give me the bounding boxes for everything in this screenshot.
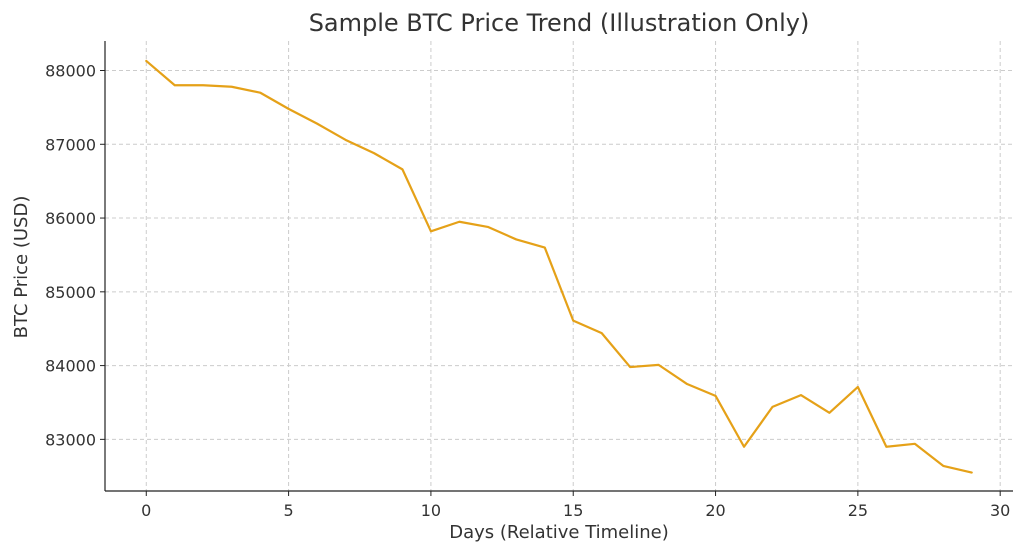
grid — [105, 41, 1013, 491]
series-line — [145, 59, 973, 474]
y-tick-label: 84000 — [45, 357, 96, 376]
x-tick-label: 25 — [848, 501, 868, 520]
x-tick-label: 30 — [990, 501, 1010, 520]
y-tick-label: 85000 — [45, 283, 96, 302]
x-tick-label: 15 — [563, 501, 583, 520]
x-axis-ticks: 0 5 10 15 20 25 30 — [141, 491, 1010, 520]
y-axis-label: BTC Price (USD) — [11, 196, 32, 339]
x-tick-label: 5 — [283, 501, 293, 520]
series-group — [145, 59, 973, 474]
chart-title: Sample BTC Price Trend (Illustration Onl… — [309, 9, 810, 37]
y-tick-label: 87000 — [45, 135, 96, 154]
x-tick-label: 10 — [421, 501, 441, 520]
axes — [104, 41, 1013, 492]
x-tick-label: 0 — [141, 501, 151, 520]
y-tick-label: 86000 — [45, 209, 96, 228]
y-axis-ticks: 83000 84000 85000 86000 87000 88000 — [45, 62, 105, 449]
x-tick-label: 20 — [705, 501, 725, 520]
y-tick-label: 83000 — [45, 430, 96, 449]
x-axis-label: Days (Relative Timeline) — [449, 522, 669, 543]
y-tick-label: 88000 — [45, 62, 96, 81]
